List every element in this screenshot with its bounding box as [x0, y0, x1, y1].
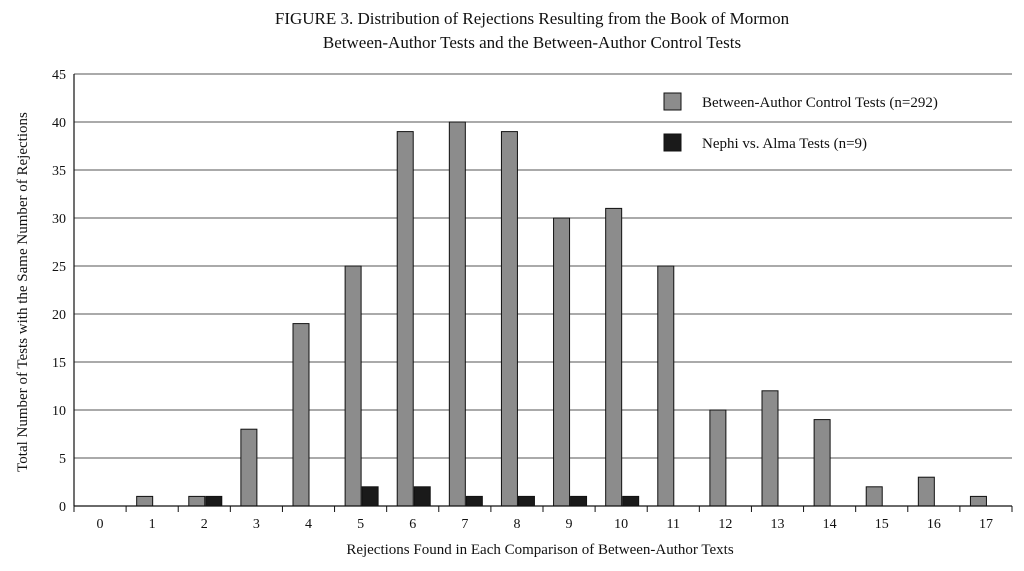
bar-control [709, 409, 727, 507]
x-tick-label: 9 [566, 517, 573, 532]
x-tick-label: 13 [771, 517, 785, 532]
bar-control [188, 495, 206, 507]
grid-lines [74, 73, 1012, 459]
x-tick-label: 12 [718, 517, 732, 532]
chart-subtitle: Between-Author Tests and the Between-Aut… [323, 33, 741, 52]
x-tick-label: 3 [253, 517, 260, 532]
bar-control [500, 131, 518, 507]
chart-title: FIGURE 3. Distribution of Rejections Res… [275, 9, 790, 28]
x-tick-label: 0 [97, 517, 104, 532]
bar-control [448, 121, 466, 507]
x-tick-label: 16 [927, 517, 941, 532]
x-tick-label: 14 [823, 517, 837, 532]
x-tick-label: 10 [614, 517, 628, 532]
x-tick-labels: 0 1 2 3 4 5 6 7 8 9 10 11 12 13 14 15 16 17 [97, 517, 993, 532]
legend-label-control: Between-Author Control Tests (n=292) [702, 95, 938, 111]
x-tick-label: 6 [409, 517, 416, 532]
axes [73, 74, 1013, 512]
legend-swatch-control [663, 92, 682, 111]
y-tick-label: 45 [52, 68, 66, 83]
bar-control [605, 207, 623, 507]
x-tick-label: 2 [201, 517, 208, 532]
legend-label-nephi-alma: Nephi vs. Alma Tests (n=9) [702, 136, 867, 152]
bar-control [917, 476, 935, 507]
bar-nephi-alma [205, 495, 223, 507]
x-tick-label: 17 [979, 517, 993, 532]
y-tick-label: 5 [59, 452, 66, 467]
legend: Between-Author Control Tests (n=292) Nep… [663, 92, 938, 152]
bar-control [240, 428, 258, 507]
bar-control [396, 131, 414, 507]
y-tick-label: 30 [52, 212, 66, 227]
y-axis-label: Total Number of Tests with the Same Numb… [15, 112, 31, 472]
bar-nephi-alma [361, 486, 379, 507]
bar-control [657, 265, 675, 507]
bar-control [292, 323, 310, 507]
x-tick-label: 11 [667, 517, 680, 532]
y-tick-label: 40 [52, 116, 66, 131]
bar-nephi-alma [465, 495, 483, 507]
x-tick-label: 8 [513, 517, 520, 532]
y-tick-label: 25 [52, 260, 66, 275]
bars [136, 121, 987, 507]
y-tick-label: 20 [52, 308, 66, 323]
x-tick-label: 15 [875, 517, 889, 532]
y-tick-label: 15 [52, 356, 66, 371]
bar-control [136, 495, 154, 507]
x-axis-label: Rejections Found in Each Comparison of B… [346, 542, 734, 558]
y-tick-label: 0 [59, 500, 66, 515]
x-tick-label: 7 [461, 517, 468, 532]
legend-swatch-nephi-alma [663, 133, 682, 152]
x-tick-label: 4 [305, 517, 312, 532]
y-tick-label: 35 [52, 164, 66, 179]
bar-control [553, 217, 571, 507]
y-tick-label: 10 [52, 404, 66, 419]
x-tick-label: 5 [357, 517, 364, 532]
x-tick-label: 1 [149, 517, 156, 532]
bar-nephi-alma [517, 495, 535, 507]
bar-nephi-alma [622, 495, 640, 507]
bar-nephi-alma [413, 486, 431, 507]
y-tick-labels: 0 5 10 15 20 25 30 35 40 45 [52, 68, 66, 515]
bar-control [813, 419, 831, 507]
bar-control [344, 265, 362, 507]
bar-control [969, 495, 987, 507]
bar-control [761, 390, 779, 507]
bar-control [865, 486, 883, 507]
bar-nephi-alma [570, 495, 588, 507]
